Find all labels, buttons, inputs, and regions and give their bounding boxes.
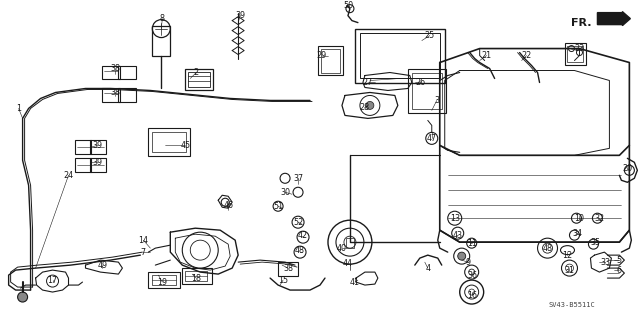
Bar <box>148 128 190 156</box>
Text: SV43-B5511C: SV43-B5511C <box>548 302 595 308</box>
Text: 30: 30 <box>280 188 290 197</box>
Bar <box>321 48 340 72</box>
Bar <box>152 132 186 152</box>
Text: 45: 45 <box>180 141 190 150</box>
Text: 26: 26 <box>416 78 426 87</box>
Text: 23: 23 <box>575 44 584 53</box>
Text: 52: 52 <box>293 218 303 227</box>
Bar <box>118 88 136 102</box>
Text: 50: 50 <box>343 1 353 10</box>
Text: 35: 35 <box>590 238 600 247</box>
FancyArrow shape <box>597 11 630 26</box>
Bar <box>278 262 298 276</box>
Bar <box>318 46 343 76</box>
Bar <box>188 71 210 87</box>
Bar <box>408 69 445 114</box>
Bar <box>182 268 212 284</box>
Bar <box>185 271 207 281</box>
Text: 11: 11 <box>467 239 477 248</box>
Text: 24: 24 <box>63 171 74 180</box>
Text: 39: 39 <box>235 11 245 20</box>
Text: 39: 39 <box>92 141 102 150</box>
Text: 20: 20 <box>622 164 632 173</box>
Text: 34: 34 <box>572 229 582 238</box>
Text: 15: 15 <box>278 276 288 285</box>
Text: 2: 2 <box>194 68 199 77</box>
Text: 21: 21 <box>481 51 492 60</box>
Text: 8: 8 <box>160 14 165 23</box>
Text: 18: 18 <box>191 274 201 283</box>
Text: 42: 42 <box>298 231 308 240</box>
Text: 44: 44 <box>343 259 353 268</box>
Text: 6: 6 <box>617 266 622 275</box>
Bar <box>568 46 584 62</box>
Text: 51: 51 <box>273 202 283 211</box>
Bar <box>152 26 170 56</box>
Bar <box>152 275 176 285</box>
Text: 48: 48 <box>295 246 305 255</box>
Text: 29: 29 <box>317 51 327 60</box>
Text: 27: 27 <box>363 78 373 87</box>
Text: 7: 7 <box>141 248 146 257</box>
Bar <box>185 69 213 91</box>
Bar <box>148 272 180 288</box>
Text: 5: 5 <box>617 256 622 265</box>
Text: FR.: FR. <box>572 18 592 28</box>
Text: 47: 47 <box>427 134 437 143</box>
Bar <box>346 238 354 248</box>
Bar <box>102 88 120 102</box>
Text: 17: 17 <box>47 276 58 285</box>
Text: 1: 1 <box>16 104 21 113</box>
Text: 25: 25 <box>425 31 435 40</box>
Text: 14: 14 <box>138 236 148 245</box>
Text: 19: 19 <box>157 278 168 286</box>
Text: 38: 38 <box>283 263 293 273</box>
Text: 41: 41 <box>350 278 360 286</box>
Bar <box>90 158 106 172</box>
Circle shape <box>366 101 374 109</box>
Text: 39: 39 <box>92 158 102 167</box>
Text: 38: 38 <box>111 88 120 97</box>
Circle shape <box>458 252 466 260</box>
Text: 28: 28 <box>360 103 370 112</box>
Bar <box>102 65 120 79</box>
Text: 48: 48 <box>543 244 552 253</box>
Text: 37: 37 <box>293 174 303 183</box>
Bar <box>564 42 586 64</box>
Circle shape <box>18 292 28 302</box>
Bar <box>90 140 106 154</box>
Text: 9: 9 <box>465 258 470 267</box>
Bar <box>412 72 442 109</box>
Bar <box>76 158 92 172</box>
Text: 12: 12 <box>563 251 573 260</box>
Text: 32: 32 <box>595 214 605 223</box>
Text: 43: 43 <box>452 231 463 240</box>
Text: 31: 31 <box>564 266 575 275</box>
Text: 36: 36 <box>468 271 477 279</box>
Text: 3: 3 <box>435 96 439 105</box>
Text: 22: 22 <box>522 51 532 60</box>
Text: 40: 40 <box>337 244 347 253</box>
Text: 38: 38 <box>111 64 120 73</box>
Text: 10: 10 <box>575 214 584 223</box>
Text: 33: 33 <box>600 258 611 267</box>
Bar <box>360 33 440 78</box>
Text: 4: 4 <box>425 263 430 273</box>
Text: 16: 16 <box>467 291 477 300</box>
Text: 49: 49 <box>97 261 108 270</box>
Bar <box>118 65 136 79</box>
Text: 46: 46 <box>223 201 233 210</box>
Bar <box>355 29 445 84</box>
Bar <box>76 140 92 154</box>
Text: 13: 13 <box>450 214 460 223</box>
